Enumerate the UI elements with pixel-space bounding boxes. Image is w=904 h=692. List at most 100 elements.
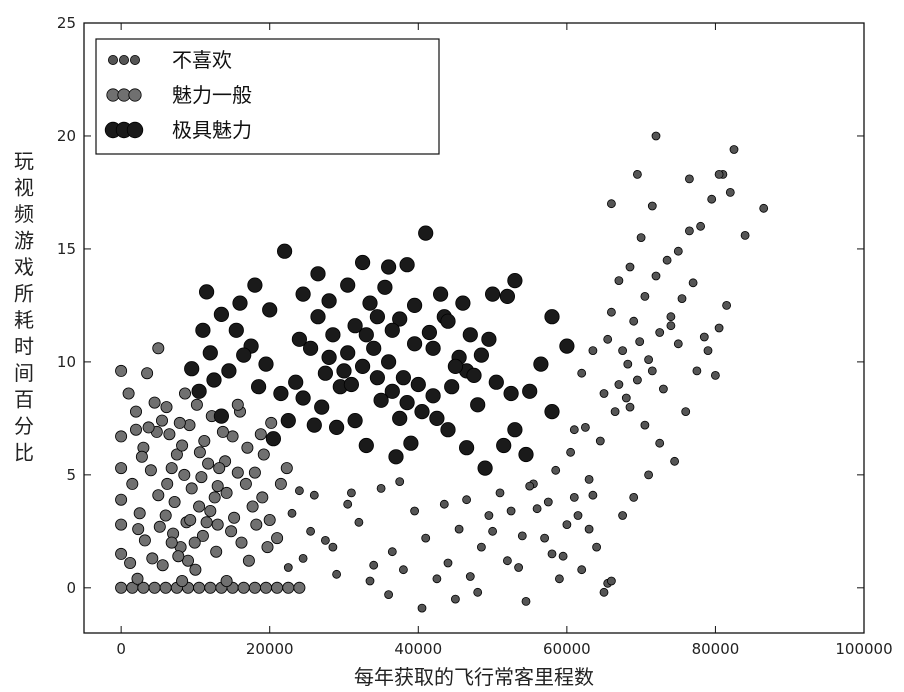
- scatter-point: [115, 581, 128, 594]
- y-axis-label-char: 频: [14, 202, 34, 226]
- scatter-point: [213, 306, 229, 322]
- y-axis-label-char: 分: [14, 414, 34, 438]
- scatter-point: [206, 372, 222, 388]
- scatter-point: [346, 488, 356, 498]
- legend-box: [95, 38, 440, 155]
- legend-marker: [126, 121, 144, 139]
- scatter-point: [603, 334, 613, 344]
- scatter-point: [199, 284, 215, 300]
- scatter-point: [711, 370, 720, 380]
- y-axis-label-char: 所: [14, 282, 34, 306]
- x-tick-label: 100000: [835, 640, 892, 658]
- scatter-point: [714, 323, 724, 333]
- scatter-point: [159, 581, 172, 594]
- scatter-point: [220, 486, 233, 499]
- scatter-point: [621, 393, 631, 403]
- scatter-point: [115, 518, 128, 531]
- scatter-point: [178, 387, 191, 400]
- scatter-point: [354, 358, 371, 374]
- scatter-point: [729, 145, 739, 154]
- legend-marker: [106, 88, 120, 102]
- scatter-point: [298, 554, 308, 563]
- scatter-point: [314, 399, 330, 415]
- scatter-point: [544, 309, 560, 325]
- scatter-point: [248, 466, 261, 479]
- scatter-point: [176, 439, 189, 452]
- legend-marker: [119, 55, 130, 66]
- scatter-point: [185, 482, 198, 495]
- legend-label: 魅力一般: [172, 83, 252, 107]
- scatter-point: [133, 507, 146, 520]
- scatter-point: [470, 397, 486, 413]
- scatter-point: [144, 464, 157, 477]
- scatter-point: [237, 581, 250, 594]
- scatter-point: [129, 423, 142, 436]
- scatter-point: [362, 295, 378, 311]
- scatter-point: [384, 383, 400, 399]
- scatter-point: [644, 470, 653, 480]
- scatter-point: [647, 366, 657, 376]
- scatter-point: [380, 354, 397, 370]
- scatter-point: [178, 468, 191, 481]
- scatter-point: [533, 356, 549, 372]
- scatter-point: [685, 174, 694, 184]
- scatter-point: [477, 460, 493, 476]
- scatter-point: [547, 549, 557, 559]
- scatter-point: [220, 575, 233, 588]
- scatter-point: [540, 533, 549, 543]
- y-axis-label-char: 耗: [14, 308, 34, 332]
- legend-marker: [128, 88, 142, 102]
- scatter-point: [544, 403, 560, 420]
- scatter-point: [184, 361, 200, 377]
- scatter-point: [188, 536, 201, 549]
- scatter-point: [340, 345, 356, 361]
- scatter-point: [152, 489, 165, 502]
- scatter-point: [633, 169, 642, 179]
- scatter-point: [317, 365, 333, 381]
- scatter-point: [254, 428, 267, 441]
- y-axis-label-char: 视: [14, 176, 34, 200]
- scatter-point: [295, 390, 311, 406]
- scatter-point: [258, 356, 274, 372]
- axis-ticks: 0 20000 40000 60000 80000 100000 0 5 10 15 20 25: [57, 14, 893, 658]
- scatter-point: [462, 327, 478, 343]
- scatter-point: [484, 286, 501, 302]
- scatter-point: [202, 457, 215, 470]
- scatter-point: [651, 271, 661, 281]
- scatter-point: [236, 347, 252, 363]
- scatter-point: [644, 355, 653, 365]
- scatter-point: [395, 370, 411, 386]
- scatter-point: [443, 558, 453, 568]
- y-tick-label: 5: [66, 466, 76, 484]
- scatter-point: [195, 471, 208, 484]
- scatter-point: [692, 366, 702, 376]
- scatter-point: [204, 504, 217, 517]
- y-axis-label-char: 玩: [14, 149, 34, 173]
- scatter-point: [651, 131, 661, 141]
- scatter-point: [159, 509, 172, 522]
- scatter-point: [265, 431, 281, 447]
- scatter-point: [522, 383, 538, 399]
- scatter-point: [239, 477, 252, 490]
- scatter-point: [685, 226, 694, 236]
- scatter-point: [193, 581, 206, 594]
- scatter-point: [369, 560, 379, 570]
- scatter-point: [614, 380, 624, 389]
- scatter-point: [259, 581, 272, 594]
- scatter-point: [432, 574, 442, 584]
- scatter-point: [200, 516, 213, 529]
- scatter-point: [138, 534, 151, 547]
- scatter-point: [251, 379, 267, 395]
- scatter-point: [354, 517, 364, 527]
- scatter-point: [387, 547, 397, 557]
- scatter-point: [722, 300, 731, 310]
- scatter-point: [406, 336, 423, 352]
- scatter-point: [280, 462, 293, 475]
- series-1: [283, 131, 769, 613]
- scatter-point: [558, 551, 568, 561]
- scatter-point: [156, 559, 169, 572]
- x-tick-label: 60000: [543, 640, 591, 658]
- scatter-point: [450, 594, 460, 604]
